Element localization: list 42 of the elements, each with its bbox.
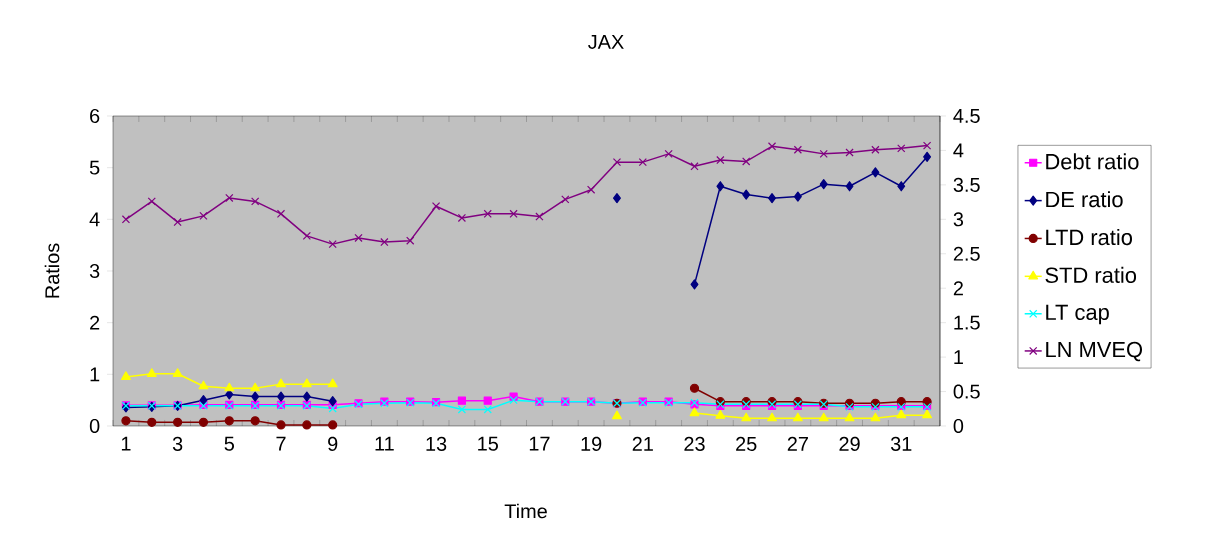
- x-tick-label: 3: [172, 436, 183, 451]
- y2-tick-label: 4.5: [953, 109, 980, 123]
- x-tick-label: 17: [529, 436, 550, 451]
- x-tick-label: 7: [276, 436, 286, 451]
- x-tick-label: 23: [684, 436, 705, 451]
- y2-tick-label: 4: [953, 143, 964, 158]
- x-tick-label: 25: [736, 436, 757, 451]
- legend-label: LTD ratio: [1046, 229, 1132, 246]
- x-tick-label: 15: [478, 436, 498, 451]
- legend-label: DE ratio: [1046, 191, 1123, 208]
- y2-tick-label: 0.5: [953, 384, 980, 399]
- x-axis-title: Time: [504, 503, 547, 519]
- y-axis-title: Ratios: [44, 243, 60, 298]
- legend-label: LT cap: [1046, 304, 1109, 325]
- x-tick-label: 1: [121, 436, 131, 451]
- y-tick-label: 6: [90, 108, 100, 124]
- y2-tick-label: 1.5: [954, 315, 980, 330]
- y2-tick-label: 3.5: [953, 177, 980, 192]
- y2-tick-label: 1: [954, 350, 963, 364]
- x-tick-label: 11: [375, 436, 394, 451]
- x-tick-label: 27: [787, 436, 808, 451]
- y2-tick-label: 2.5: [953, 246, 980, 261]
- x-tick-label: 5: [224, 436, 235, 451]
- x-tick-label: 29: [839, 436, 860, 451]
- y-tick-label: 1: [90, 367, 100, 382]
- x-tick-label: 21: [632, 436, 653, 451]
- y-tick-label: 0: [89, 418, 100, 434]
- legend-label: STD ratio: [1045, 266, 1137, 283]
- legend-label: LN MVEQ: [1046, 341, 1143, 362]
- legend-label: Debt ratio: [1046, 153, 1139, 170]
- x-tick-label: 19: [581, 436, 602, 451]
- y-tick-label: 4: [89, 212, 100, 227]
- x-tick-label: 13: [426, 436, 447, 451]
- y2-tick-label: 0: [953, 418, 964, 434]
- chart-title: JAX: [588, 35, 624, 49]
- y-tick-label: 3: [89, 263, 100, 279]
- y-tick-label: 5: [89, 160, 100, 175]
- y-tick-label: 2: [90, 315, 100, 330]
- y2-tick-label: 3: [953, 212, 964, 227]
- x-tick-label: 31: [890, 436, 912, 451]
- y2-tick-label: 2: [953, 281, 963, 296]
- x-tick-label: 9: [328, 436, 338, 451]
